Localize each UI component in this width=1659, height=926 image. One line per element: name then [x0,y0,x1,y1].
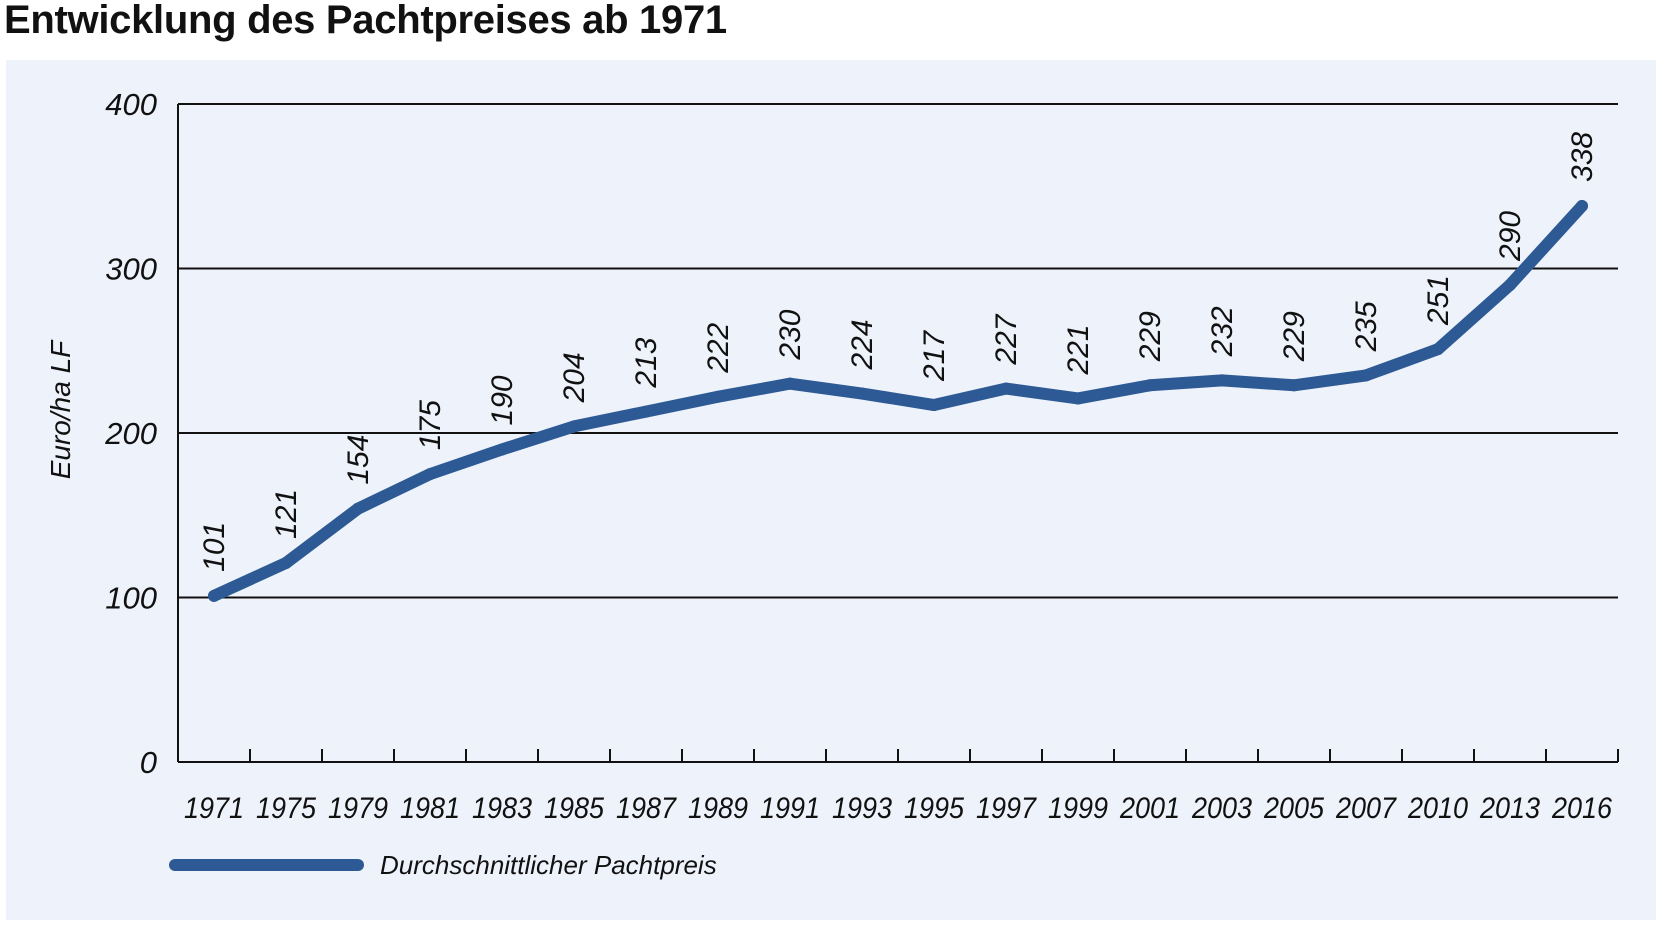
x-tick-label: 1999 [1048,792,1108,825]
x-tick-label: 1991 [760,792,820,825]
data-point [1576,199,1588,212]
data-label: 338 [1566,132,1599,182]
data-point [1000,382,1012,395]
x-tick-label: 1987 [616,792,677,825]
data-label: 232 [1206,306,1239,357]
data-label: 229 [1278,311,1311,362]
y-tick-labels: 0 100 200 300 400 [104,87,157,780]
data-point [1432,343,1444,356]
gridlines [178,103,1618,599]
data-point [856,387,868,400]
data-label: 175 [414,400,447,450]
data-labels: 101 121 154 175 190 204 213 222 230 224 217 227 221 2… [198,132,1599,572]
x-tick-label: 2001 [1119,792,1180,825]
data-label: 190 [486,375,519,425]
legend-label: Durchschnittlicher Pachtpreis [380,850,717,880]
data-label: 290 [1494,211,1527,262]
x-tick-label: 1985 [544,792,604,825]
data-label: 222 [702,322,735,373]
y-tick-label: 0 [140,745,157,780]
data-point [784,377,796,390]
x-tick-label: 1975 [256,792,316,825]
data-point [280,556,292,569]
data-point [1504,278,1516,291]
data-label: 221 [1062,324,1095,375]
x-tick-labels: 1971 1975 1979 1981 1983 1985 1987 1989 1991 1993… [184,792,1612,825]
data-label: 224 [846,319,879,370]
x-tick-label: 2016 [1551,792,1612,825]
data-point [1144,379,1156,392]
x-tick-label: 2007 [1335,792,1397,825]
x-tick-label: 1997 [976,792,1037,825]
y-axis-label: Euro/ha LF [45,339,76,479]
data-point [1072,392,1084,405]
data-point [1360,369,1372,382]
data-point [1216,374,1228,387]
chart-panel [6,60,1656,920]
y-tick-label: 200 [104,416,157,451]
data-label: 154 [342,435,375,485]
data-label: 230 [774,309,807,360]
series-line [208,199,1588,602]
data-point [712,390,724,403]
data-point [640,405,652,418]
x-tick-label: 2013 [1479,792,1540,825]
data-label: 204 [558,352,591,403]
x-tick-label: 1979 [328,792,388,825]
x-tick-label: 2010 [1407,792,1468,825]
legend: Durchschnittlicher Pachtpreis [169,850,717,880]
x-tick-label: 1983 [472,792,532,825]
data-point [496,443,508,456]
data-label: 121 [270,489,303,539]
x-tick-label: 1989 [688,792,748,825]
x-tick-label: 1981 [400,792,460,825]
data-label: 217 [918,330,951,382]
x-tick-label: 1995 [904,792,964,825]
axes [177,104,1619,763]
data-point [928,399,940,412]
chart-title: Entwicklung des Pachtpreises ab 1971 [4,0,727,42]
data-label: 227 [990,313,1023,365]
data-label: 213 [630,337,663,388]
data-point [208,589,220,602]
data-label: 229 [1134,311,1167,362]
data-label: 251 [1422,275,1455,326]
data-point [424,468,436,481]
y-tick-label: 400 [105,87,157,122]
data-point [568,420,580,433]
x-tick-label: 1971 [184,792,244,825]
series [208,199,1588,602]
x-tick-label: 1993 [832,792,892,825]
data-label: 235 [1350,301,1383,352]
x-tick-label: 2005 [1263,792,1324,825]
data-point [352,502,364,515]
y-tick-label: 300 [105,252,157,287]
data-point [1288,379,1300,392]
data-label: 101 [198,522,231,572]
y-tick-label: 100 [105,581,157,616]
x-tick-label: 2003 [1191,792,1252,825]
